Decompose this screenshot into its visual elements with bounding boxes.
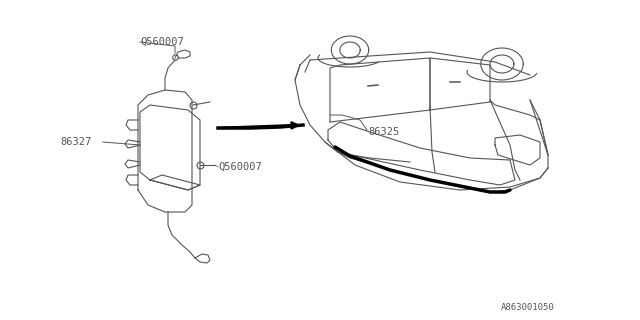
Text: Q560007: Q560007 (140, 37, 184, 47)
Text: Q560007: Q560007 (218, 162, 262, 172)
Text: 86327: 86327 (60, 137, 92, 147)
Text: A863001050: A863001050 (501, 303, 555, 312)
Text: 86325: 86325 (368, 127, 399, 137)
